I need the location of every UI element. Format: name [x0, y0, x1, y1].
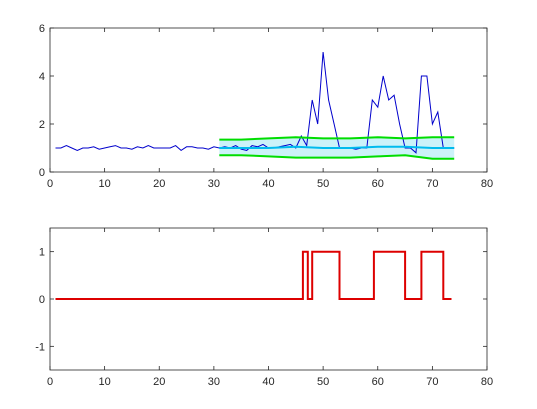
x-tick-label: 30: [208, 178, 220, 190]
bottom-chart: 0 10 20 30 40 50 60 70 80 -1 0 1: [35, 227, 493, 388]
series-2-line: [219, 154, 455, 160]
x-tick-label: 0: [47, 376, 53, 388]
x-tick-label: 80: [481, 376, 493, 388]
x-tick-label: 0: [47, 178, 53, 190]
x-tick-label: 10: [99, 376, 111, 388]
y-tick-label: 4: [39, 71, 45, 83]
x-tick-label: 50: [317, 178, 329, 190]
x-tick-label: 60: [372, 376, 384, 388]
y-tick-label: -1: [35, 341, 45, 353]
x-tick-label: 40: [262, 376, 274, 388]
x-tick-label: 70: [426, 376, 438, 388]
x-tick-label: 80: [481, 178, 493, 190]
x-tick-label: 20: [153, 376, 165, 388]
x-tick-label: 50: [317, 376, 329, 388]
x-tick-label: 10: [99, 178, 111, 190]
top-chart: 0 10 20 30 40 50 60 70 80 0 2 4 6: [39, 23, 493, 190]
y-tick-label: 2: [39, 119, 45, 131]
x-tick-label: 60: [372, 178, 384, 190]
y-tick-label: 6: [39, 23, 45, 35]
x-tick-label: 70: [426, 178, 438, 190]
y-tick-label: 0: [39, 167, 45, 179]
y-tick-label: 1: [39, 247, 45, 259]
x-tick-label: 40: [262, 178, 274, 190]
series-0-line: [55, 51, 455, 154]
x-tick-label: 30: [208, 376, 220, 388]
y-tick-label: 0: [39, 294, 45, 306]
series-1-line: [219, 136, 455, 141]
series-0-line: [55, 250, 452, 300]
x-tick-label: 20: [153, 178, 165, 190]
series-3-line: [219, 145, 455, 149]
